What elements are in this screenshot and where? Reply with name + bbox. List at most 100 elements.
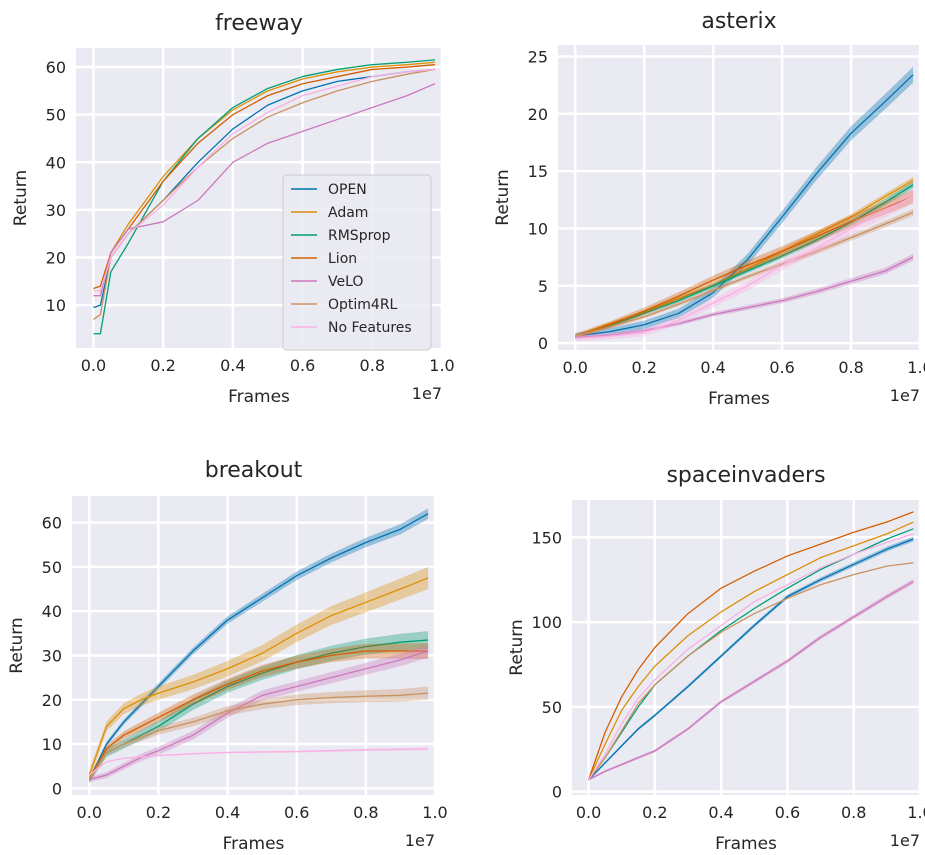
gridlines xyxy=(76,48,444,348)
y-tick-label: 60 xyxy=(46,58,66,77)
legend-label-lion: Lion xyxy=(328,251,357,267)
x-tick-label: 0.2 xyxy=(642,803,667,822)
line-no-features xyxy=(575,195,914,340)
line-no-features xyxy=(88,748,429,776)
y-axis-label: Return xyxy=(507,619,527,675)
line-open xyxy=(588,538,914,781)
legend-label-no-features: No Features xyxy=(328,320,412,336)
line-rmsprop xyxy=(575,184,914,337)
line-optim4rl xyxy=(575,211,914,337)
plot-area xyxy=(558,45,920,350)
line-rmsprop xyxy=(93,59,436,335)
y-tick-label: 10 xyxy=(528,219,548,238)
y-tick-label: 25 xyxy=(528,47,548,66)
x-tick-label: 0.4 xyxy=(215,803,240,822)
y-tick-label: 5 xyxy=(538,277,548,296)
x-offset-label: 1e7 xyxy=(890,386,920,405)
y-tick-label: 60 xyxy=(42,514,62,533)
y-tick-label: 20 xyxy=(42,691,62,710)
x-axis-label: Frames xyxy=(715,834,777,854)
line-lion xyxy=(88,650,429,780)
x-tick-label: 0.8 xyxy=(838,358,863,377)
legend: OPEN Adam RMSprop Lion VeLO Optim4RL No Featur… xyxy=(282,174,432,351)
legend-box xyxy=(282,174,432,351)
y-axis-label: Return xyxy=(493,169,513,225)
y-tick-label: 50 xyxy=(42,558,62,577)
band-open xyxy=(89,508,429,782)
x-tick-label: 0.0 xyxy=(576,803,601,822)
x-tick-label: 1.0 xyxy=(907,803,925,822)
x-tick-label: 0.6 xyxy=(775,803,800,822)
x-tick-label: 0.0 xyxy=(563,358,588,377)
y-tick-label: 0 xyxy=(552,783,562,802)
line-no-features xyxy=(588,533,914,781)
y-axis-label: Return xyxy=(11,170,31,226)
y-tick-label: 0 xyxy=(538,334,548,353)
x-axis-label: Frames xyxy=(708,389,770,409)
line-velo xyxy=(575,256,914,339)
series-group xyxy=(575,66,914,342)
x-tick-label: 0.6 xyxy=(290,356,315,375)
line-no-features xyxy=(93,68,436,292)
x-axis-label: Frames xyxy=(223,834,285,854)
line-velo xyxy=(588,580,914,781)
x-tick-label: 0.0 xyxy=(77,803,102,822)
chart-freeway: 0.0 0.2 0.4 0.6 0.8 1.0 10 20 30 40 50 60 freeway Fra… xyxy=(11,11,455,407)
y-tick-label: 20 xyxy=(528,105,548,124)
line-open xyxy=(88,513,429,780)
legend-label-velo: VeLO xyxy=(328,274,363,290)
x-tick-label: 0.4 xyxy=(220,356,245,375)
chart-spaceinvaders: 0.0 0.2 0.4 0.6 0.8 1.0 0 50 100 150 spaceinvaders… xyxy=(507,463,925,854)
x-tick-label: 0.8 xyxy=(360,356,385,375)
y-tick-label: 20 xyxy=(46,249,66,268)
series-group xyxy=(93,59,436,335)
y-tick-label: 50 xyxy=(542,698,562,717)
band-adam xyxy=(89,566,429,780)
x-tick-label: 0.2 xyxy=(631,358,656,377)
band-velo xyxy=(89,644,429,783)
y-tick-label: 10 xyxy=(46,296,66,315)
series-group xyxy=(587,511,914,781)
x-tick-label: 0.8 xyxy=(841,803,866,822)
line-lion xyxy=(587,511,914,780)
x-tick-label: 1.0 xyxy=(429,356,454,375)
y-tick-label: 40 xyxy=(46,153,66,172)
band-rmsprop xyxy=(89,631,429,784)
chart-title: asterix xyxy=(701,9,776,34)
line-velo xyxy=(89,650,429,781)
y-tick-label: 15 xyxy=(528,162,548,181)
x-tick-label: 1.0 xyxy=(422,803,447,822)
line-adam xyxy=(587,521,914,781)
x-axis-label: Frames xyxy=(228,387,290,407)
x-offset-label: 1e7 xyxy=(412,384,442,403)
chart-title: breakout xyxy=(205,458,303,483)
line-lion xyxy=(575,195,914,337)
y-tick-label: 30 xyxy=(42,646,62,665)
x-tick-label: 0.2 xyxy=(150,356,175,375)
y-tick-label: 50 xyxy=(46,106,66,125)
line-adam xyxy=(88,577,429,776)
y-tick-label: 30 xyxy=(46,201,66,220)
chart-title: spaceinvaders xyxy=(666,463,825,488)
series-group xyxy=(88,508,429,784)
legend-label-optim4rl: Optim4RL xyxy=(328,297,398,313)
x-tick-label: 1.0 xyxy=(907,358,925,377)
band-lion xyxy=(575,189,914,339)
gridlines xyxy=(572,500,922,795)
band-lion xyxy=(89,643,429,783)
y-tick-label: 150 xyxy=(531,528,562,547)
gridlines xyxy=(558,45,922,350)
legend-label-adam: Adam xyxy=(328,205,368,221)
chart-breakout: 0.0 0.2 0.4 0.6 0.8 1.0 0 10 20 30 40 50 60 breakout F… xyxy=(7,458,448,854)
legend-label-open: OPEN xyxy=(328,182,367,198)
band-velo xyxy=(588,578,914,781)
plot-area xyxy=(572,500,920,795)
line-open xyxy=(575,74,914,337)
x-tick-label: 0.2 xyxy=(146,803,171,822)
y-tick-label: 0 xyxy=(52,779,62,798)
x-tick-label: 0.0 xyxy=(81,356,106,375)
chart-title: freeway xyxy=(215,11,303,36)
y-tick-label: 100 xyxy=(531,613,562,632)
x-tick-label: 0.6 xyxy=(769,358,794,377)
